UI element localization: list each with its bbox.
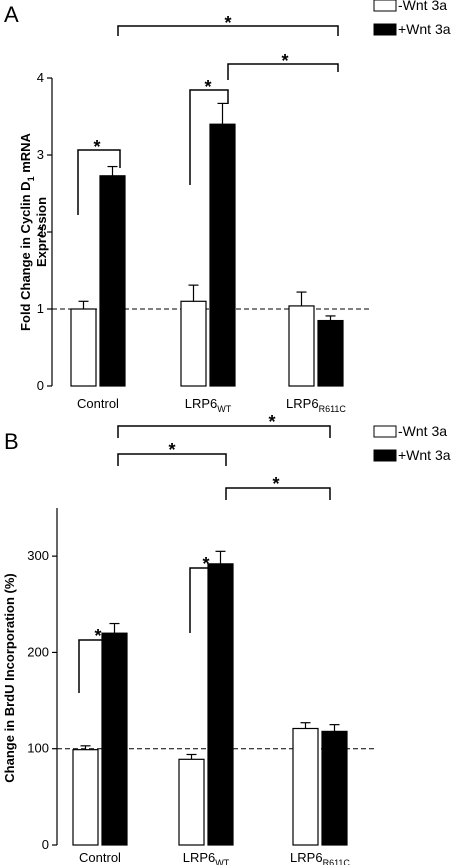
panel-b: B 0 100 200 300 Change in BrdU Incorporation … bbox=[2, 412, 451, 865]
bar bbox=[321, 730, 348, 846]
category-label: Control bbox=[79, 850, 121, 865]
bar bbox=[99, 175, 126, 387]
legend-swatch bbox=[373, 449, 397, 462]
legend-swatch bbox=[373, 23, 397, 36]
significance-bracket bbox=[117, 425, 331, 438]
y-tick-label: 4 bbox=[37, 70, 44, 85]
significance-star: * bbox=[168, 440, 175, 460]
y-tick-label: 2 bbox=[37, 224, 44, 239]
legend-label: -Wnt 3a bbox=[398, 0, 447, 13]
significance-star: * bbox=[272, 474, 279, 494]
significance-star: * bbox=[202, 554, 209, 574]
significance-bracket bbox=[78, 639, 119, 693]
significance-bracket bbox=[225, 487, 331, 500]
y-tick-label: 200 bbox=[27, 644, 49, 659]
significance-bracket bbox=[77, 149, 121, 215]
significance-star: * bbox=[93, 137, 100, 157]
significance-star: * bbox=[224, 13, 231, 33]
bar bbox=[70, 308, 97, 387]
y-axis-label: Change in BrdU Incorporation (%) bbox=[2, 573, 17, 782]
significance-bracket bbox=[189, 89, 229, 185]
legend-swatch bbox=[373, 0, 397, 12]
category-label: LRP6WT bbox=[183, 850, 230, 865]
legend-swatch bbox=[373, 425, 397, 438]
bar bbox=[72, 749, 99, 846]
y-axis-label-line2: Expression bbox=[34, 197, 49, 267]
significance-star: * bbox=[204, 77, 211, 97]
legend-label: +Wnt 3a bbox=[398, 21, 451, 37]
panel-letter: B bbox=[4, 429, 19, 454]
category-label: LRP6WT bbox=[185, 396, 232, 414]
category-label: Control bbox=[77, 396, 119, 411]
legend-label: +Wnt 3a bbox=[398, 447, 451, 463]
bar bbox=[292, 727, 319, 846]
y-tick-label: 0 bbox=[42, 837, 49, 852]
significance-bracket bbox=[117, 25, 339, 36]
bar bbox=[207, 563, 234, 846]
bar bbox=[288, 305, 315, 387]
bar bbox=[178, 758, 205, 846]
bar bbox=[101, 632, 128, 846]
panel-letter: A bbox=[4, 2, 19, 27]
legend-label: -Wnt 3a bbox=[398, 423, 447, 439]
significance-star: * bbox=[94, 626, 101, 646]
y-tick-label: 300 bbox=[27, 548, 49, 563]
y-tick-label: 3 bbox=[37, 147, 44, 162]
category-label: LRP6R611C bbox=[290, 850, 350, 865]
significance-star: * bbox=[281, 51, 288, 71]
category-label: LRP6R611C bbox=[286, 396, 346, 414]
bar bbox=[209, 123, 236, 387]
significance-bracket bbox=[189, 567, 227, 633]
y-tick-label: 100 bbox=[27, 741, 49, 756]
bar bbox=[317, 319, 344, 387]
y-axis-label: Fold Change in Cyclin D1 mRNA bbox=[18, 132, 36, 330]
bar bbox=[180, 300, 207, 387]
panel-a: A 0 1 2 3 4 Fold Change in Cyclin D1 mRNAExpre… bbox=[4, 0, 451, 414]
significance-bracket bbox=[227, 63, 339, 80]
significance-star: * bbox=[268, 412, 275, 432]
y-tick-label: 1 bbox=[37, 301, 44, 316]
significance-bracket bbox=[117, 453, 227, 466]
y-tick-label: 0 bbox=[37, 378, 44, 393]
